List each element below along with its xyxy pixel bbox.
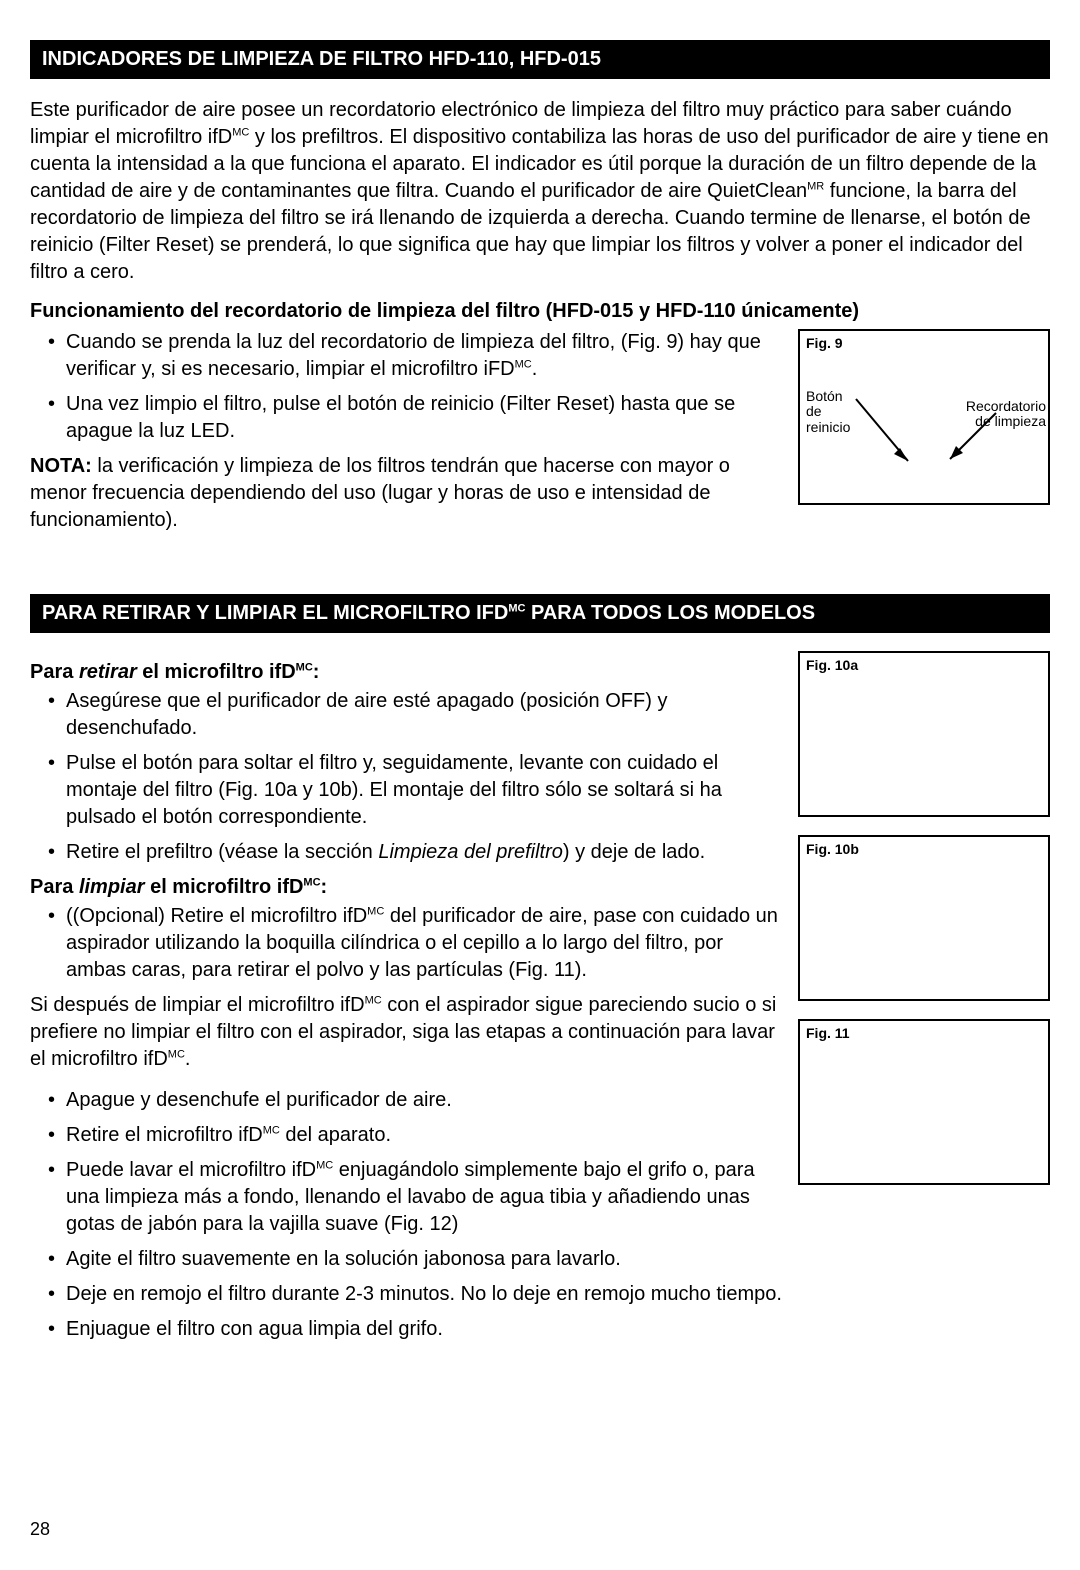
bullet: ((Opcional) Retire el microfiltro ifDMC …: [48, 903, 782, 984]
section-1-intro: Este purificador de aire posee un record…: [30, 97, 1050, 286]
bullet: Enjuague el filtro con agua limpia del g…: [48, 1316, 782, 1343]
section-1: INDICADORES DE LIMPIEZA DE FILTRO HFD-11…: [30, 40, 1050, 534]
bullet: Apague y desenchufe el purificador de ai…: [48, 1087, 782, 1114]
figure-11-label: Fig. 11: [806, 1025, 850, 1041]
figure-10b-label: Fig. 10b: [806, 841, 859, 857]
figure-9: Fig. 9 Botóndereinicio Recordatoriode li…: [798, 329, 1050, 505]
subheading-retirar: Para retirar el microfiltro ifDMC:: [30, 661, 782, 684]
bullet: Retire el prefiltro (véase la sección Li…: [48, 839, 782, 866]
bullet: Una vez limpio el filtro, pulse el botón…: [48, 391, 782, 445]
subheading-limpiar: Para limpiar el microfiltro ifDMC:: [30, 876, 782, 899]
bullet: Cuando se prenda la luz del recordatorio…: [48, 329, 782, 383]
bullet: Pulse el botón para soltar el filtro y, …: [48, 750, 782, 831]
figure-10b: Fig. 10b: [798, 835, 1050, 1001]
section-1-header: INDICADORES DE LIMPIEZA DE FILTRO HFD-11…: [30, 40, 1050, 79]
section-2: PARA RETIRAR Y LIMPIAR EL MICROFILTRO IF…: [30, 594, 1050, 1351]
section-1-subheading: Funcionamiento del recordatorio de limpi…: [30, 300, 1050, 323]
bullet: Asegúrese que el purificador de aire est…: [48, 688, 782, 742]
bullet: Retire el microfiltro ifDMC del aparato.: [48, 1122, 782, 1149]
figure-11: Fig. 11: [798, 1019, 1050, 1185]
mid-paragraph: Si después de limpiar el microfiltro ifD…: [30, 992, 782, 1073]
limpiar-bullets: ((Opcional) Retire el microfiltro ifDMC …: [30, 903, 782, 984]
figure-9-diagram: [800, 331, 1052, 507]
page-number: 28: [30, 1519, 50, 1540]
section-1-bullets: Cuando se prenda la luz del recordatorio…: [30, 329, 782, 445]
section-1-note: NOTA: la verificación y limpieza de los …: [30, 453, 782, 534]
section-2-header: PARA RETIRAR Y LIMPIAR EL MICROFILTRO IF…: [30, 594, 1050, 633]
retirar-bullets: Asegúrese que el purificador de aire est…: [30, 688, 782, 866]
bullet: Puede lavar el microfiltro ifDMC enjuagá…: [48, 1157, 782, 1238]
figure-10a: Fig. 10a: [798, 651, 1050, 817]
figure-10a-label: Fig. 10a: [806, 657, 858, 673]
wash-bullets: Apague y desenchufe el purificador de ai…: [30, 1087, 782, 1343]
bullet: Agite el filtro suavemente en la solució…: [48, 1246, 782, 1273]
bullet: Deje en remojo el filtro durante 2-3 min…: [48, 1281, 782, 1308]
